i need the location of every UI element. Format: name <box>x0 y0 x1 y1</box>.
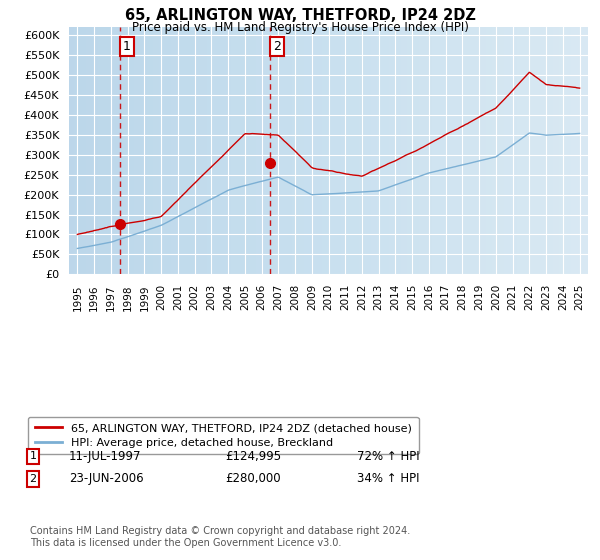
Text: 65, ARLINGTON WAY, THETFORD, IP24 2DZ: 65, ARLINGTON WAY, THETFORD, IP24 2DZ <box>125 8 475 24</box>
Text: £280,000: £280,000 <box>225 472 281 486</box>
Text: Contains HM Land Registry data © Crown copyright and database right 2024.
This d: Contains HM Land Registry data © Crown c… <box>30 526 410 548</box>
Text: 2: 2 <box>273 40 281 53</box>
Text: 1: 1 <box>29 451 37 461</box>
Text: 72% ↑ HPI: 72% ↑ HPI <box>357 450 419 463</box>
Text: 2: 2 <box>29 474 37 484</box>
Text: Price paid vs. HM Land Registry's House Price Index (HPI): Price paid vs. HM Land Registry's House … <box>131 21 469 34</box>
Text: 11-JUL-1997: 11-JUL-1997 <box>69 450 142 463</box>
Text: £124,995: £124,995 <box>225 450 281 463</box>
Text: 23-JUN-2006: 23-JUN-2006 <box>69 472 143 486</box>
Text: 34% ↑ HPI: 34% ↑ HPI <box>357 472 419 486</box>
Text: 1: 1 <box>123 40 131 53</box>
Legend: 65, ARLINGTON WAY, THETFORD, IP24 2DZ (detached house), HPI: Average price, deta: 65, ARLINGTON WAY, THETFORD, IP24 2DZ (d… <box>28 417 419 455</box>
